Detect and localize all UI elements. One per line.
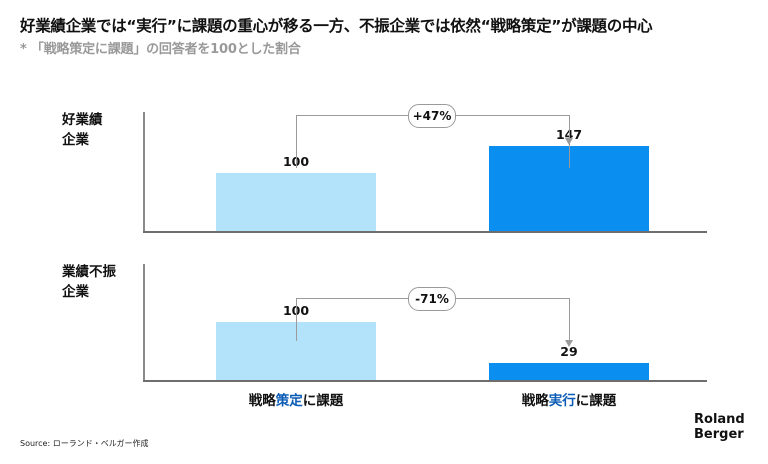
bar-high-strategy-formulation: [216, 173, 376, 231]
logo-line2: Berger: [694, 427, 744, 442]
value-label-low-strategy-execution: 29: [560, 344, 578, 359]
logo-line1: Roland: [694, 412, 745, 427]
group-label-line2: 企業: [62, 284, 89, 300]
change-badge-low: -71%: [408, 287, 456, 311]
group-label-low-performers: 業績不振 企業: [62, 262, 116, 302]
group-label-line2: 企業: [62, 132, 89, 148]
chart-subtitle: * 「戦略策定に課題」の回答者を100とした割合: [20, 42, 301, 57]
group1-axis-line: [143, 112, 145, 232]
category-highlight: 実行: [548, 393, 576, 409]
chart-title: 好業績企業では“実行”に課題の重心が移る一方、不振企業では依然“戦略策定”が課題…: [20, 17, 653, 35]
group2-axis-line: [143, 264, 145, 381]
category-prefix: 戦略: [248, 393, 276, 409]
category-suffix: に課題: [575, 393, 617, 409]
roland-berger-logo: Roland Berger: [694, 412, 745, 442]
group2-baseline: [143, 380, 707, 382]
group-label-line1: 業績不振: [62, 264, 116, 280]
change-badge-high: +47%: [408, 104, 456, 128]
source-note: Source: ローランド・ベルガー作成: [20, 439, 149, 448]
category-label-strategy-formulation: 戦略策定に課題: [216, 389, 376, 409]
change-arrowhead-high: [565, 138, 573, 145]
category-label-strategy-execution: 戦略実行に課題: [489, 389, 649, 409]
category-prefix: 戦略: [521, 393, 549, 409]
change-arrowhead-low: [565, 340, 573, 347]
category-suffix: に課題: [302, 393, 344, 409]
bar-low-strategy-execution: [489, 363, 649, 380]
group-label-line1: 好業績: [62, 112, 103, 128]
category-highlight: 策定: [275, 393, 303, 409]
group1-baseline: [143, 231, 707, 233]
group-label-high-performers: 好業績 企業: [62, 110, 103, 150]
